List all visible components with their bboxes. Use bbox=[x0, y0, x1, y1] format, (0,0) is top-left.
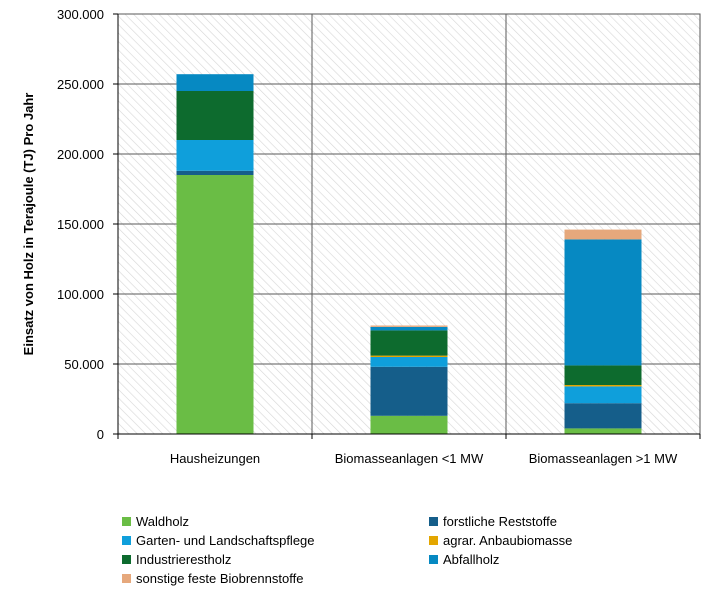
y-tick-label: 50.000 bbox=[64, 357, 104, 372]
bar-segment bbox=[370, 355, 448, 357]
bar-segment bbox=[176, 91, 254, 140]
y-tick-label: 150.000 bbox=[57, 217, 104, 232]
legend-item: Industrierestholz bbox=[122, 552, 231, 567]
x-tick-label: Hausheizungen bbox=[170, 451, 260, 466]
axes: 0 50.000 100.000 150.000 200.000 250.000 300.0… bbox=[57, 7, 701, 466]
y-tick-label: 100.000 bbox=[57, 287, 104, 302]
legend-label: Industrierestholz bbox=[136, 552, 232, 567]
bar-segment bbox=[176, 74, 254, 91]
bar-segment bbox=[564, 229, 642, 240]
bar-segment bbox=[176, 170, 254, 175]
legend-swatch bbox=[429, 536, 438, 545]
y-tick-label: 300.000 bbox=[57, 7, 104, 22]
y-tick-label: 250.000 bbox=[57, 77, 104, 92]
bar-segment bbox=[176, 175, 254, 434]
x-tick-label: Biomasseanlagen <1 MW bbox=[335, 451, 484, 466]
bar-segment bbox=[370, 357, 448, 367]
bars bbox=[176, 74, 642, 434]
bar-segment bbox=[564, 239, 642, 366]
bar-segment bbox=[370, 330, 448, 356]
legend-swatch bbox=[429, 517, 438, 526]
legend-item: Waldholz bbox=[122, 514, 189, 529]
bar-segment bbox=[176, 140, 254, 171]
legend-swatch bbox=[429, 555, 438, 564]
legend-swatch bbox=[122, 574, 131, 583]
legend-swatch bbox=[122, 555, 131, 564]
legend-swatch bbox=[122, 517, 131, 526]
y-tick-label: 0 bbox=[97, 427, 104, 442]
bar-segment bbox=[564, 403, 642, 429]
bar-segment bbox=[370, 325, 448, 327]
x-tick-label: Biomasseanlagen >1 MW bbox=[529, 451, 678, 466]
legend-label: forstliche Reststoffe bbox=[443, 514, 557, 529]
legend-label: Abfallholz bbox=[443, 552, 500, 567]
legend-item: Abfallholz bbox=[429, 552, 499, 567]
legend-item: sonstige feste Biobrennstoffe bbox=[122, 571, 303, 586]
y-tick-label: 200.000 bbox=[57, 147, 104, 162]
legend-label: sonstige feste Biobrennstoffe bbox=[136, 571, 304, 586]
legend-item: agrar. Anbaubiomasse bbox=[429, 533, 572, 548]
bar-segment bbox=[564, 386, 642, 404]
legend-item: forstliche Reststoffe bbox=[429, 514, 557, 529]
legend-label: Waldholz bbox=[136, 514, 189, 529]
legend-label: agrar. Anbaubiomasse bbox=[443, 533, 573, 548]
bar-segment bbox=[564, 365, 642, 385]
legend-label: Garten- und Landschaftspflege bbox=[136, 533, 315, 548]
y-axis-label: Einsatz von Holz in Terajoule (TJ) Pro J… bbox=[21, 93, 36, 356]
bar-segment bbox=[370, 366, 448, 416]
legend-item: Garten- und Landschaftspflege bbox=[122, 533, 315, 548]
bar-segment bbox=[370, 326, 448, 331]
bar-segment bbox=[370, 415, 448, 434]
bar-segment bbox=[564, 385, 642, 387]
legend-swatch bbox=[122, 536, 131, 545]
stacked-bar-chart: 0 50.000 100.000 150.000 200.000 250.000 300.0… bbox=[21, 7, 701, 466]
bar-segment bbox=[564, 428, 642, 434]
